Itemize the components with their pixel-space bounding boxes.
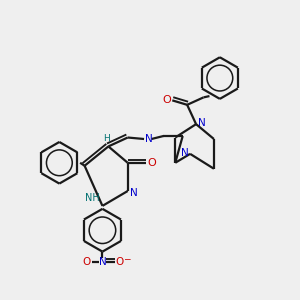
Text: N: N bbox=[99, 257, 106, 267]
Text: O: O bbox=[148, 158, 157, 168]
Text: O: O bbox=[116, 257, 124, 267]
Text: H: H bbox=[103, 134, 110, 142]
Text: −: − bbox=[123, 254, 130, 263]
Text: O: O bbox=[162, 95, 171, 105]
Text: N: N bbox=[181, 148, 189, 158]
Text: N: N bbox=[145, 134, 152, 144]
Text: NH: NH bbox=[85, 194, 99, 203]
Text: N: N bbox=[130, 188, 138, 197]
Text: N: N bbox=[197, 118, 205, 128]
Text: O: O bbox=[82, 257, 91, 267]
